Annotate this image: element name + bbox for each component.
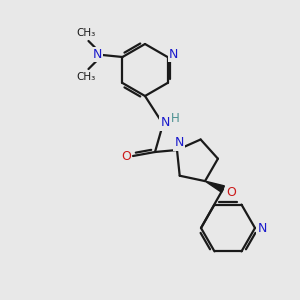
Text: O: O [121,151,131,164]
Text: H: H [171,112,179,124]
Text: CH₃: CH₃ [77,72,96,82]
Text: N: N [160,116,170,130]
Text: N: N [169,47,178,61]
Text: N: N [257,223,267,236]
Text: CH₃: CH₃ [77,28,96,38]
Polygon shape [205,181,224,192]
Text: N: N [174,136,184,149]
Text: N: N [93,47,102,61]
Text: O: O [226,186,236,199]
